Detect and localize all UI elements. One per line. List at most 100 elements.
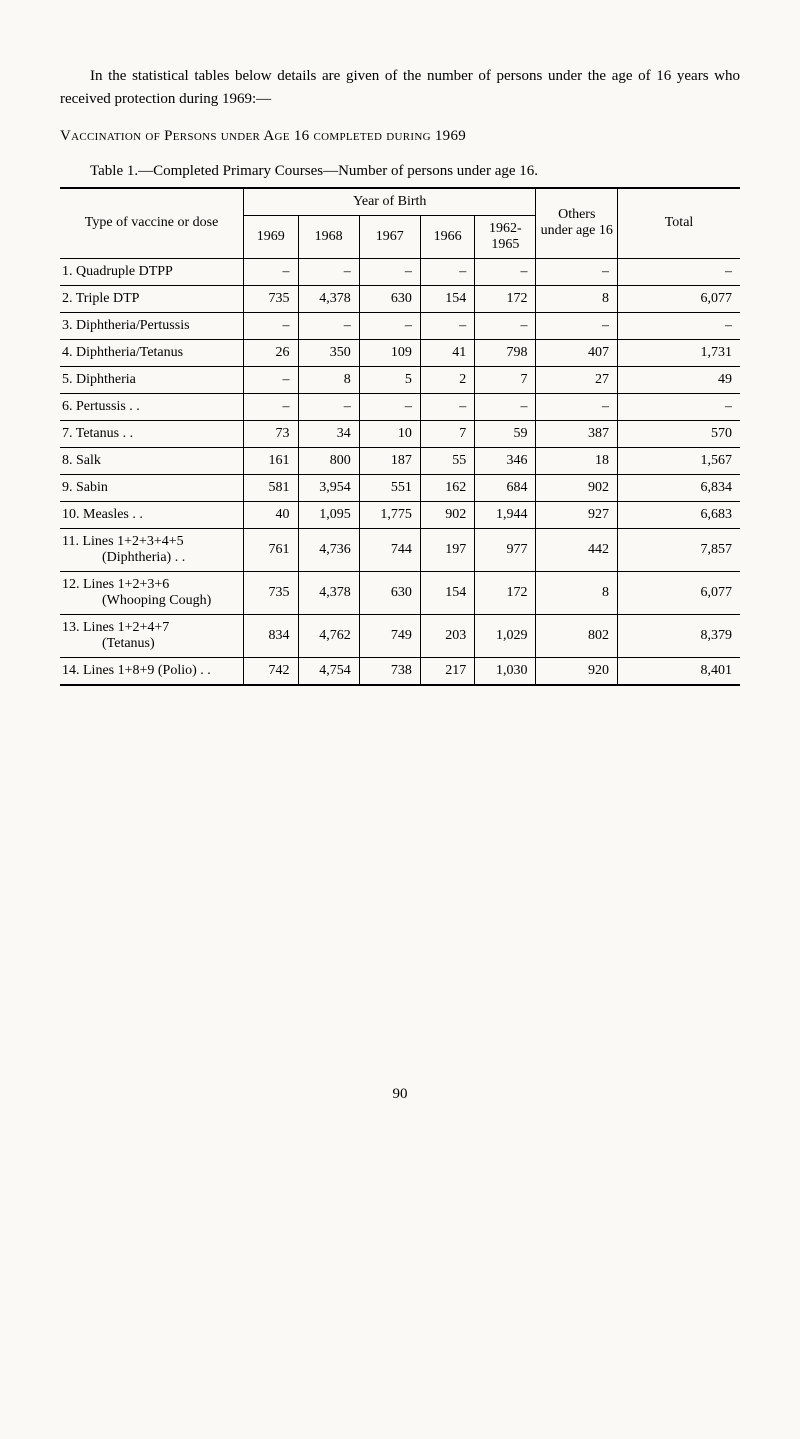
- table-row: 3. Diphtheria/Pertussis–––––––: [60, 312, 740, 339]
- cell-value: 2: [420, 366, 474, 393]
- cell-value: 1,029: [475, 614, 536, 657]
- row-label: 3. Diphtheria/Pertussis: [60, 312, 244, 339]
- cell-value: –: [618, 258, 740, 285]
- cell-value: –: [536, 258, 618, 285]
- cell-value: –: [536, 393, 618, 420]
- col-1962-1965: 1962-1965: [475, 215, 536, 258]
- cell-value: 1,567: [618, 447, 740, 474]
- cell-value: 346: [475, 447, 536, 474]
- cell-value: 18: [536, 447, 618, 474]
- cell-value: 902: [420, 501, 474, 528]
- row-label: 14. Lines 1+8+9 (Polio) . .: [60, 657, 244, 685]
- row-label: 9. Sabin: [60, 474, 244, 501]
- cell-value: 802: [536, 614, 618, 657]
- cell-value: –: [298, 312, 359, 339]
- cell-value: 581: [244, 474, 298, 501]
- cell-value: –: [244, 258, 298, 285]
- cell-value: 8: [298, 366, 359, 393]
- cell-value: 8,401: [618, 657, 740, 685]
- cell-value: 4,762: [298, 614, 359, 657]
- cell-value: 630: [359, 571, 420, 614]
- cell-value: 684: [475, 474, 536, 501]
- cell-value: 735: [244, 571, 298, 614]
- cell-value: 570: [618, 420, 740, 447]
- cell-value: 217: [420, 657, 474, 685]
- cell-value: 4,378: [298, 285, 359, 312]
- year-of-birth-group: Year of Birth: [244, 188, 536, 216]
- table-row: 1. Quadruple DTPP–––––––: [60, 258, 740, 285]
- row-label: 11. Lines 1+2+3+4+5(Diphtheria) . .: [60, 528, 244, 571]
- cell-value: 630: [359, 285, 420, 312]
- row-label: 12. Lines 1+2+3+6(Whooping Cough): [60, 571, 244, 614]
- cell-value: 920: [536, 657, 618, 685]
- cell-value: 6,683: [618, 501, 740, 528]
- cell-value: 59: [475, 420, 536, 447]
- cell-value: 8,379: [618, 614, 740, 657]
- cell-value: –: [359, 258, 420, 285]
- row-label: 10. Measles . .: [60, 501, 244, 528]
- cell-value: 161: [244, 447, 298, 474]
- cell-value: 735: [244, 285, 298, 312]
- cell-value: –: [244, 366, 298, 393]
- cell-value: 109: [359, 339, 420, 366]
- intro-paragraph: In the statistical tables below details …: [60, 65, 740, 110]
- cell-value: 5: [359, 366, 420, 393]
- table-row: 6. Pertussis . .–––––––: [60, 393, 740, 420]
- table-row: 9. Sabin5813,9545511626849026,834: [60, 474, 740, 501]
- cell-value: 1,030: [475, 657, 536, 685]
- cell-value: –: [536, 312, 618, 339]
- row-label: 4. Diphtheria/Tetanus: [60, 339, 244, 366]
- cell-value: –: [359, 312, 420, 339]
- cell-value: 761: [244, 528, 298, 571]
- cell-value: 7: [420, 420, 474, 447]
- vaccination-table: Type of vaccine or dose Year of Birth Ot…: [60, 187, 740, 686]
- page-number: 90: [60, 1086, 740, 1103]
- cell-value: 6,077: [618, 571, 740, 614]
- cell-value: 902: [536, 474, 618, 501]
- cell-value: 800: [298, 447, 359, 474]
- row-label: 6. Pertussis . .: [60, 393, 244, 420]
- cell-value: 8: [536, 285, 618, 312]
- row-label: 2. Triple DTP: [60, 285, 244, 312]
- cell-value: 1,095: [298, 501, 359, 528]
- cell-value: 407: [536, 339, 618, 366]
- cell-value: –: [475, 312, 536, 339]
- cell-value: –: [420, 393, 474, 420]
- col-1967: 1967: [359, 215, 420, 258]
- cell-value: 162: [420, 474, 474, 501]
- cell-value: 4,754: [298, 657, 359, 685]
- row-label: 7. Tetanus . .: [60, 420, 244, 447]
- table-row: 4. Diphtheria/Tetanus26350109417984071,7…: [60, 339, 740, 366]
- cell-value: 1,731: [618, 339, 740, 366]
- cell-value: 742: [244, 657, 298, 685]
- table-row: 10. Measles . .401,0951,7759021,9449276,…: [60, 501, 740, 528]
- cell-value: –: [244, 312, 298, 339]
- cell-value: 4,736: [298, 528, 359, 571]
- cell-value: 7,857: [618, 528, 740, 571]
- col-others: Others under age 16: [536, 188, 618, 259]
- table-row: 11. Lines 1+2+3+4+5(Diphtheria) . .7614,…: [60, 528, 740, 571]
- row-label: 8. Salk: [60, 447, 244, 474]
- cell-value: –: [420, 312, 474, 339]
- cell-value: –: [420, 258, 474, 285]
- row-label: 1. Quadruple DTPP: [60, 258, 244, 285]
- col-1968: 1968: [298, 215, 359, 258]
- cell-value: 744: [359, 528, 420, 571]
- cell-value: 387: [536, 420, 618, 447]
- cell-value: 350: [298, 339, 359, 366]
- cell-value: 798: [475, 339, 536, 366]
- table-description: Table 1.—Completed Primary Courses—Numbe…: [60, 160, 740, 183]
- cell-value: 4,378: [298, 571, 359, 614]
- cell-value: 551: [359, 474, 420, 501]
- cell-value: –: [298, 258, 359, 285]
- cell-value: 49: [618, 366, 740, 393]
- cell-value: 6,834: [618, 474, 740, 501]
- cell-value: 187: [359, 447, 420, 474]
- cell-value: 172: [475, 285, 536, 312]
- cell-value: 10: [359, 420, 420, 447]
- row-label: 13. Lines 1+2+4+7(Tetanus): [60, 614, 244, 657]
- cell-value: –: [618, 393, 740, 420]
- cell-value: 73: [244, 420, 298, 447]
- cell-value: 3,954: [298, 474, 359, 501]
- cell-value: 41: [420, 339, 474, 366]
